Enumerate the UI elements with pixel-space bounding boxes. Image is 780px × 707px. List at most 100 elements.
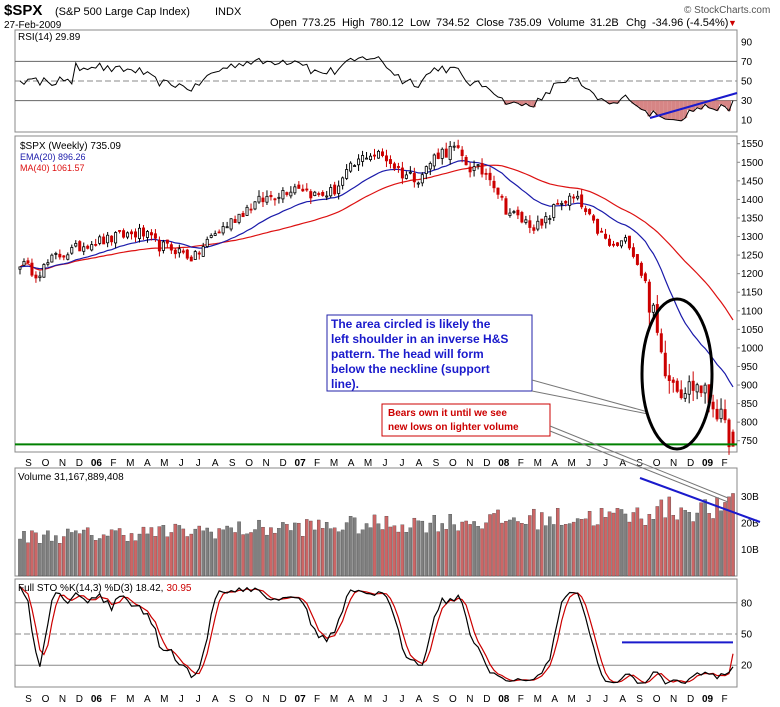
price-candle bbox=[285, 192, 289, 195]
volume-bar bbox=[555, 508, 560, 577]
price-candle bbox=[623, 237, 627, 242]
x-axis-label-bottom: J bbox=[382, 694, 387, 705]
volume-bar bbox=[468, 524, 472, 577]
volume-bar bbox=[448, 514, 452, 577]
close-value: 735.09 bbox=[508, 17, 542, 29]
volume-bar bbox=[305, 519, 309, 577]
x-axis-label-top: O bbox=[42, 458, 50, 469]
x-axis-label-bottom: S bbox=[25, 694, 32, 705]
price-candle bbox=[468, 166, 472, 173]
volume-bar bbox=[396, 531, 401, 577]
price-candle bbox=[440, 148, 444, 159]
price-candle bbox=[639, 262, 643, 276]
close-label: Close bbox=[476, 17, 504, 29]
volume-bar bbox=[444, 529, 448, 577]
price-candle bbox=[110, 235, 114, 243]
stochastic-tick-label: 50 bbox=[741, 630, 753, 641]
price-candle bbox=[122, 230, 126, 238]
x-axis-label-bottom: M bbox=[160, 694, 168, 705]
price-candle bbox=[341, 177, 345, 186]
price-panel bbox=[14, 135, 738, 453]
price-candle bbox=[504, 198, 508, 215]
price-candle bbox=[22, 261, 26, 266]
price-candle bbox=[412, 173, 416, 183]
volume-bar bbox=[93, 540, 98, 577]
rsi-oversold-fill bbox=[687, 100, 692, 111]
price-tick-label: 850 bbox=[741, 399, 758, 410]
volume-bar bbox=[89, 535, 94, 577]
volume-bar bbox=[26, 542, 30, 577]
x-axis-label-bottom: 06 bbox=[91, 694, 103, 705]
volume-bar bbox=[153, 536, 158, 577]
volume-bar bbox=[723, 502, 727, 577]
price-candle bbox=[619, 240, 623, 247]
price-tick-label: 1050 bbox=[741, 325, 764, 336]
price-candle bbox=[464, 156, 468, 166]
volume-bar bbox=[575, 518, 580, 577]
x-axis-label-top: S bbox=[25, 458, 32, 469]
volume-bar bbox=[173, 523, 178, 577]
price-candle bbox=[333, 184, 337, 195]
volume-bar bbox=[567, 523, 572, 577]
rsi-oversold-fill bbox=[647, 100, 652, 117]
volume-bar bbox=[297, 522, 301, 577]
price-tick-label: 1350 bbox=[741, 213, 764, 224]
x-axis-label-bottom: F bbox=[110, 694, 116, 705]
price-candle bbox=[436, 152, 440, 159]
price-candle bbox=[612, 243, 616, 246]
price-candle bbox=[249, 208, 253, 211]
annotation-arrow-bears-2 bbox=[549, 430, 729, 503]
price-candle bbox=[671, 379, 675, 383]
volume-bar bbox=[241, 534, 245, 577]
x-axis-label-bottom: J bbox=[196, 694, 201, 705]
symbol: $SPX bbox=[4, 2, 42, 19]
price-candle bbox=[659, 333, 663, 353]
price-candle bbox=[532, 227, 536, 231]
volume-bar bbox=[512, 517, 516, 577]
x-axis-label-top: A bbox=[348, 458, 355, 469]
price-candle bbox=[691, 380, 695, 391]
rsi-oversold-fill bbox=[699, 100, 704, 110]
price-candle bbox=[663, 352, 667, 377]
x-axis-label-bottom: M bbox=[330, 694, 338, 705]
volume-bar bbox=[109, 529, 114, 577]
low-label: Low bbox=[410, 17, 430, 29]
volume-bar bbox=[301, 536, 305, 577]
x-axis-label-top: S bbox=[433, 458, 440, 469]
price-candle bbox=[544, 216, 548, 224]
price-candle bbox=[600, 230, 604, 233]
volume-bar bbox=[484, 522, 488, 577]
x-axis-label-top: F bbox=[721, 458, 727, 469]
price-candle bbox=[392, 163, 396, 169]
price-candle bbox=[615, 242, 619, 246]
volume-bar bbox=[500, 522, 504, 577]
volume-label: Volume bbox=[548, 17, 585, 29]
volume-bar bbox=[233, 532, 237, 577]
x-axis-label-bottom: M bbox=[534, 694, 542, 705]
volume-bar bbox=[540, 512, 544, 577]
volume-bar bbox=[169, 532, 174, 577]
x-axis-label-top: 08 bbox=[498, 458, 510, 469]
price-candle bbox=[169, 244, 173, 251]
x-axis-label-top: A bbox=[212, 458, 219, 469]
rsi-tick-label: 50 bbox=[741, 77, 753, 88]
volume-bar bbox=[360, 529, 365, 577]
price-candle bbox=[548, 218, 552, 220]
volume-bar bbox=[213, 538, 217, 577]
volume-tick-label: 20B bbox=[741, 519, 759, 530]
volume-bar bbox=[559, 524, 564, 577]
volume-bar bbox=[432, 515, 437, 577]
volume-trendline bbox=[639, 477, 761, 523]
price-candle bbox=[245, 206, 249, 216]
x-axis-label-bottom: F bbox=[518, 694, 524, 705]
chg-value: -34.96 (-4.54%) bbox=[652, 17, 728, 29]
x-axis-label-bottom: O bbox=[653, 694, 661, 705]
price-candle bbox=[592, 215, 596, 221]
rsi-oversold-fill bbox=[527, 100, 532, 107]
price-candle bbox=[18, 266, 22, 270]
price-candle bbox=[345, 169, 349, 179]
price-candle bbox=[189, 256, 193, 262]
price-tick-label: 1150 bbox=[741, 288, 763, 299]
volume-bar bbox=[18, 538, 22, 577]
volume-bar bbox=[209, 531, 213, 577]
